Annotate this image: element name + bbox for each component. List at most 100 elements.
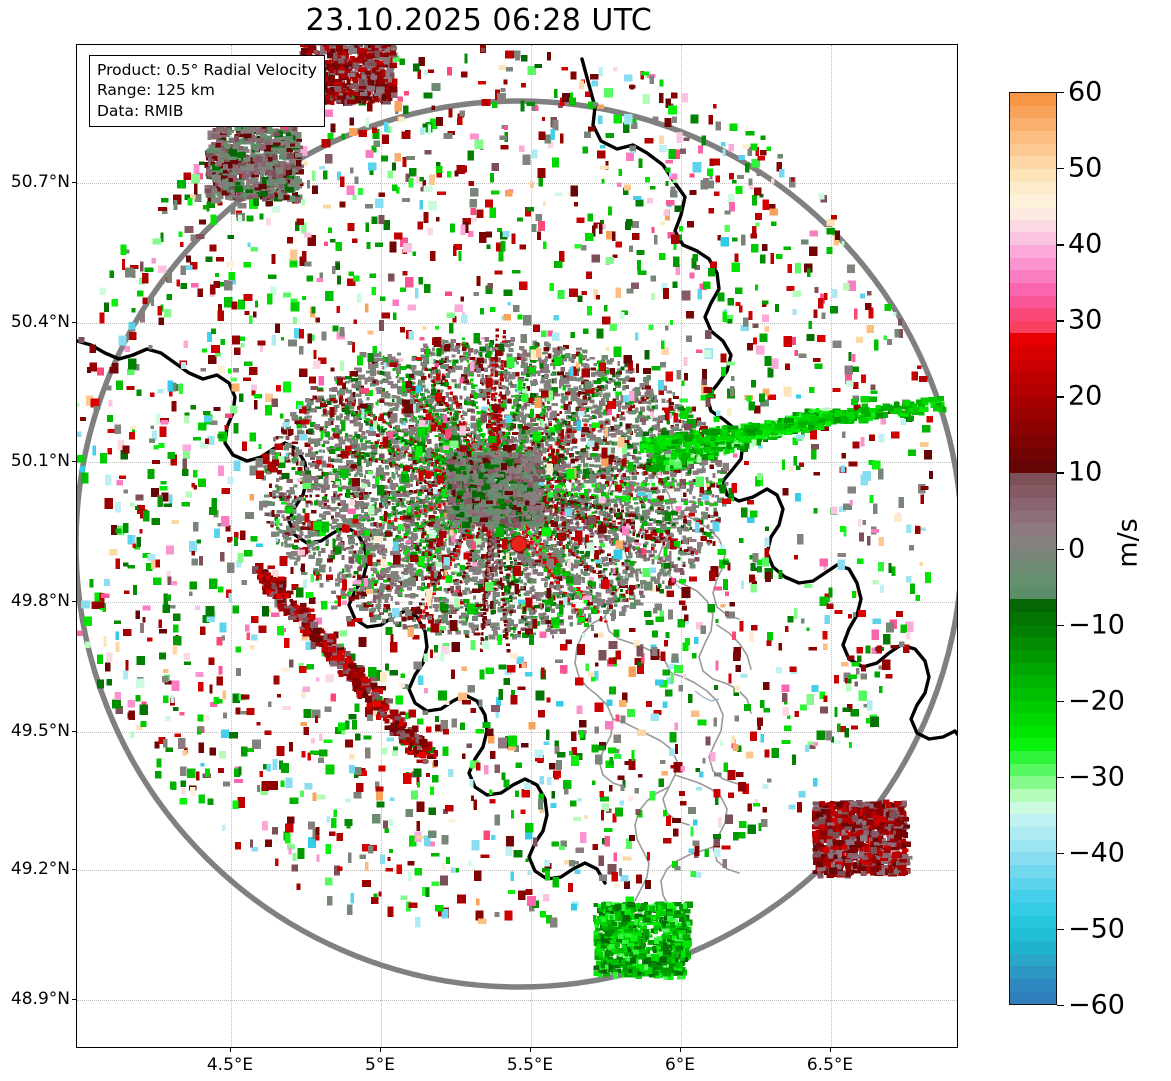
echo-pixel (570, 426, 577, 432)
echo-pixel (580, 437, 586, 442)
echo-pixel (555, 560, 563, 566)
echo-pixel (682, 535, 687, 539)
echo-pixel (641, 422, 646, 425)
echo-pixel (576, 377, 584, 382)
echo-pixel (336, 404, 340, 408)
echo-pixel (680, 408, 686, 412)
echo-pixel (398, 548, 402, 552)
echo-pixel (416, 404, 421, 409)
echo-pixel (639, 418, 646, 423)
echo-pixel (444, 355, 450, 361)
echo-pixel (333, 491, 338, 496)
echo-pixel (354, 367, 357, 370)
echo-pixel (556, 575, 563, 581)
echo-pixel (430, 469, 436, 473)
echo-pixel (558, 620, 565, 626)
echo-pixel (647, 429, 653, 434)
echo-pixel (652, 501, 659, 507)
echo-pixel (462, 379, 469, 384)
echo-pixel (571, 487, 576, 492)
echo-pixel (670, 472, 677, 478)
echo-pixel (561, 553, 565, 558)
echo-pixel (671, 510, 678, 516)
echo-pixel (318, 504, 323, 507)
echo-pixel (414, 437, 421, 442)
echo-pixel (574, 466, 581, 472)
echo-pixel (391, 486, 396, 491)
echo-pixel (286, 452, 294, 456)
echo-pixel (478, 364, 483, 370)
echo-pixel (362, 412, 367, 418)
echo-pixel (481, 570, 485, 574)
echo-pixel (660, 556, 664, 562)
echo-pixel (372, 548, 376, 552)
echo-pixel (552, 595, 556, 601)
echo-pixel (556, 437, 561, 443)
echo-pixel (651, 536, 657, 540)
echo-pixel (293, 561, 298, 566)
echo-pixel (425, 611, 429, 617)
echo-pixel (561, 593, 569, 599)
echo-pixel (697, 420, 702, 424)
echo-pixel (541, 351, 549, 355)
echo-pixel (475, 348, 479, 353)
echo-pixel (542, 474, 546, 480)
echo-pixel (685, 471, 692, 476)
echo-pixel (463, 398, 471, 402)
echo-pixel (282, 531, 286, 535)
echo-pixel (599, 617, 603, 622)
echo-pixel (416, 586, 422, 591)
radar-echo-layer (77, 45, 947, 981)
echo-pixel (583, 607, 589, 611)
echo-pixel (479, 352, 483, 357)
echo-pixel (658, 481, 665, 484)
echo-pixel (462, 569, 465, 573)
echo-pixel (671, 524, 677, 529)
echo-pixel (635, 417, 639, 423)
echo-pixel (361, 410, 368, 415)
echo-pixel (375, 614, 382, 620)
echo-pixel (321, 487, 327, 491)
echo-pixel (370, 562, 377, 567)
echo-pixel (636, 464, 640, 468)
echo-pixel (558, 466, 565, 472)
echo-pixel (264, 512, 270, 516)
echo-pixel (428, 351, 435, 356)
echo-pixel (435, 496, 441, 503)
radar-map-panel[interactable]: Product: 0.5° Radial Velocity Range: 125… (76, 44, 958, 1048)
echo-pixel (663, 470, 670, 475)
echo-pixel (442, 409, 446, 412)
echo-pixel (399, 365, 407, 370)
echo-pixel (603, 422, 607, 426)
echo-pixel (351, 466, 356, 472)
echo-pixel (381, 501, 386, 507)
echo-pixel (284, 495, 289, 501)
echo-pixel (619, 611, 626, 616)
echo-pixel (602, 409, 606, 415)
echo-pixel (308, 438, 315, 444)
echo-pixel (274, 517, 279, 521)
echo-pixel (289, 532, 294, 536)
echo-pixel (317, 500, 325, 505)
echo-pixel (543, 566, 550, 572)
echo-pixel (661, 398, 666, 404)
echo-pixel (435, 518, 440, 522)
echo-pixel (571, 608, 577, 614)
echo-pixel (597, 459, 601, 463)
echo-pixel (366, 602, 371, 605)
echo-pixel (456, 383, 462, 389)
echo-pixel (385, 378, 389, 381)
echo-pixel (621, 432, 628, 438)
echo-pixel (375, 523, 379, 527)
echo-pixel (377, 549, 384, 554)
echo-pixel (310, 501, 314, 506)
echo-pixel (701, 467, 705, 471)
echo-pixel (293, 484, 298, 488)
echo-pixel (547, 443, 553, 449)
echo-pixel (637, 602, 644, 606)
echo-pixel (387, 500, 391, 506)
echo-pixel (573, 386, 579, 391)
echo-pixel (634, 572, 639, 577)
echo-pixel (371, 546, 375, 550)
echo-pixel (709, 529, 715, 534)
